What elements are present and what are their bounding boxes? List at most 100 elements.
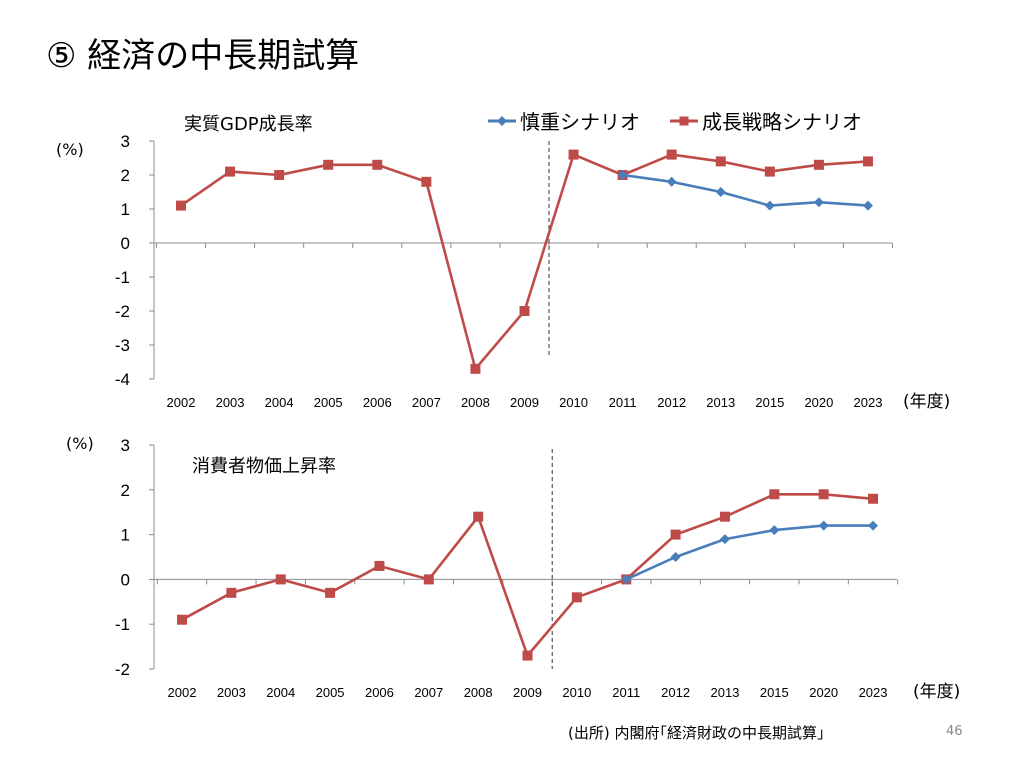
cpi-data-point-cautious [670,552,681,562]
cpi-data-point-growth [226,587,237,598]
gdp-data-point-growth [323,159,334,170]
cpi-data-point-cautious [818,520,829,531]
gdp-x-tick-label: 2015 [755,395,784,410]
cpi-x-tick-label: 2008 [464,685,493,700]
legend-marker-square-icon [670,116,698,125]
gdp-data-point-growth [666,149,677,160]
gdp-y-tick-label: -1 [115,268,130,287]
gdp-y-tick-label: -2 [115,302,130,321]
gdp-data-point-growth [225,166,236,177]
cpi-x-axis-label: (年度) [913,682,960,702]
cpi-y-tick-label: -1 [115,615,130,634]
cpi-x-tick-label: 2006 [365,685,394,700]
slide-title: ⑤ 経済の中長期試算 [46,36,360,76]
cpi-x-tick-label: 2020 [809,685,838,700]
cpi-x-tick-label: 2013 [710,685,739,700]
cpi-data-point-growth [670,529,681,540]
gdp-x-axis-label: (年度) [903,392,950,412]
gdp-x-tick-label: 2008 [461,395,490,410]
cpi-y-tick-label: 0 [121,570,130,589]
gdp-x-tick-label: 2007 [412,395,441,410]
gdp-y-tick-label: 0 [121,234,130,253]
gdp-y-tick-label: 1 [121,200,130,219]
gdp-data-point-cautious [617,170,628,180]
cpi-x-tick-label: 2012 [661,685,690,700]
gdp-y-tick-label: -4 [115,370,130,389]
gdp-data-point-cautious [764,200,775,211]
gdp-y-tick-label: 2 [121,166,130,185]
cpi-data-point-growth [473,511,484,522]
cpi-y-unit: (%) [66,434,94,453]
gdp-x-tick-label: 2013 [706,395,735,410]
gdp-y-tick-label: 3 [121,132,130,151]
cpi-y-tick-label: 1 [121,526,130,545]
cpi-x-tick-label: 2023 [859,685,888,700]
gdp-data-point-growth [470,363,481,374]
gdp-data-point-cautious [715,187,726,197]
cpi-chart-title: 消費者物価上昇率 [192,456,336,477]
gdp-chart-title: 実質GDP成長率 [184,114,313,135]
gdp-data-point-growth [274,170,285,180]
gdp-data-point-growth [519,306,530,316]
cpi-x-tick-label: 2004 [266,685,295,700]
legend-label-growth: 成長戦略シナリオ [702,110,862,134]
gdp-x-tick-label: 2020 [804,395,833,410]
gdp-y-unit: (%) [56,140,84,159]
legend-marker-diamond-icon [488,115,516,126]
cpi-x-tick-label: 2010 [562,685,591,700]
gdp-series-line-cautious [622,173,869,207]
gdp-data-point-growth [862,156,873,167]
gdp-data-point-growth [715,156,726,167]
cpi-data-point-growth [868,493,879,504]
cpi-data-point-growth [769,489,780,500]
gdp-data-point-growth [568,149,579,160]
gdp-y-tick-label: -3 [115,336,130,355]
cpi-data-point-growth [719,511,730,522]
legend-item-cautious: 慎重シナリオ [488,106,640,135]
gdp-x-tick-label: 2009 [510,395,539,410]
gdp-data-point-growth [813,159,824,170]
cpi-data-point-growth [275,574,286,585]
cpi-data-point-growth [522,650,533,661]
gdp-series-line-growth [180,153,869,371]
gdp-data-point-cautious [813,197,824,208]
cpi-data-point-growth [818,489,829,500]
gdp-x-tick-label: 2012 [657,395,686,410]
cpi-x-tick-label: 2015 [760,685,789,700]
cpi-data-point-cautious [719,534,730,545]
cpi-data-point-growth [571,592,582,603]
cpi-data-point-growth [423,574,434,585]
cpi-series-line-cautious [625,524,873,581]
gdp-data-point-cautious [862,200,873,211]
legend-label-cautious: 慎重シナリオ [520,110,640,134]
gdp-x-tick-label: 2002 [167,395,196,410]
gdp-x-tick-label: 2006 [363,395,392,410]
gdp-x-tick-label: 2003 [216,395,245,410]
chart-legend: 慎重シナリオ 成長戦略シナリオ [488,106,862,135]
cpi-y-tick-label: 2 [121,481,130,500]
cpi-y-tick-label: -2 [115,660,130,679]
cpi-x-tick-label: 2005 [316,685,345,700]
cpi-x-tick-label: 2011 [612,685,640,700]
gdp-data-point-growth [372,159,383,170]
cpi-data-point-growth [374,560,385,571]
cpi-data-point-cautious [621,574,632,585]
gdp-data-point-growth [176,200,186,211]
legend-item-growth: 成長戦略シナリオ [670,106,862,135]
gdp-data-point-growth [764,166,775,177]
cpi-x-tick-label: 2009 [513,685,542,700]
gdp-x-tick-label: 2011 [609,395,637,410]
gdp-x-tick-label: 2004 [265,395,294,410]
cpi-data-point-cautious [868,520,879,531]
cpi-data-point-cautious [769,525,780,536]
cpi-data-point-growth [325,587,336,598]
cpi-x-tick-label: 2002 [168,685,197,700]
cpi-y-tick-label: 3 [121,436,130,455]
gdp-x-tick-label: 2023 [854,395,883,410]
gdp-data-point-growth [421,176,432,187]
gdp-x-tick-label: 2010 [559,395,588,410]
cpi-x-tick-label: 2007 [414,685,443,700]
gdp-data-point-cautious [666,176,677,187]
gdp-x-tick-label: 2005 [314,395,343,410]
